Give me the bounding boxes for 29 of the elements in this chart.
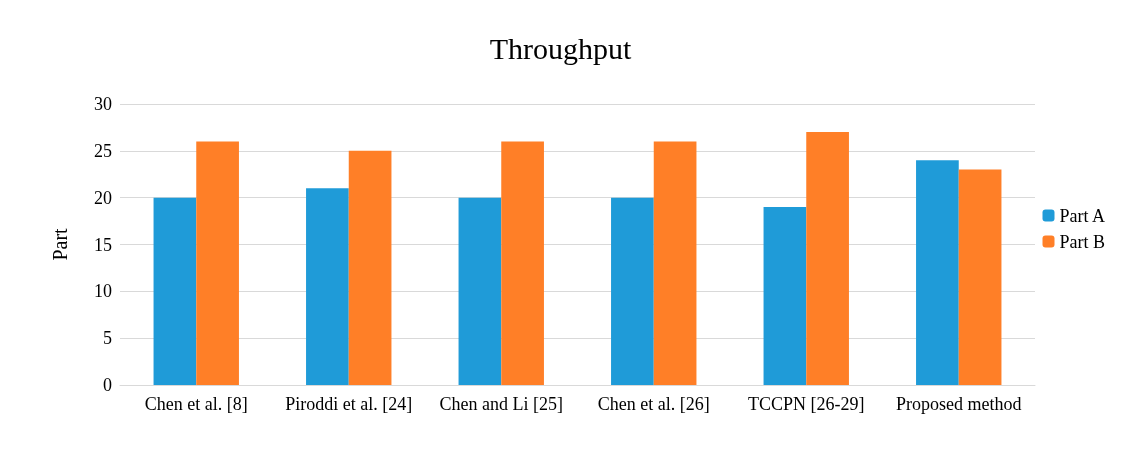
chart-title: Throughput <box>489 31 632 65</box>
x-tick-label: Proposed method <box>896 394 1022 414</box>
bar <box>763 207 807 385</box>
y-tick-label: 15 <box>94 234 112 255</box>
bar <box>196 141 239 385</box>
x-tick-label: TCCPN [26-29] <box>748 394 865 414</box>
y-tick-label: 25 <box>94 140 112 161</box>
bar <box>611 197 654 385</box>
y-tick-label: 0 <box>103 375 112 395</box>
x-tick-label: Chen et al. [26] <box>597 394 710 414</box>
x-tick-label: Piroddi et al. [24] <box>285 394 413 414</box>
bar <box>458 197 502 385</box>
y-tick-label: 5 <box>103 328 112 349</box>
bar <box>958 169 1002 385</box>
y-tick-label: 30 <box>94 94 112 114</box>
y-axis-title: Part <box>49 227 71 261</box>
x-tick-label: Chen and Li [25] <box>439 394 563 414</box>
bar <box>306 188 349 385</box>
y-tick-label: 20 <box>94 187 112 208</box>
y-tick-label: 10 <box>94 281 112 302</box>
bar <box>501 141 544 385</box>
x-tick-label: Chen et al. [8] <box>144 394 248 414</box>
bar <box>348 150 392 385</box>
bar <box>806 132 849 385</box>
bar <box>653 141 697 385</box>
legend-label: Part B <box>1059 231 1106 252</box>
bar <box>153 197 197 385</box>
bar <box>916 160 959 385</box>
legend-label: Part A <box>1059 205 1106 226</box>
